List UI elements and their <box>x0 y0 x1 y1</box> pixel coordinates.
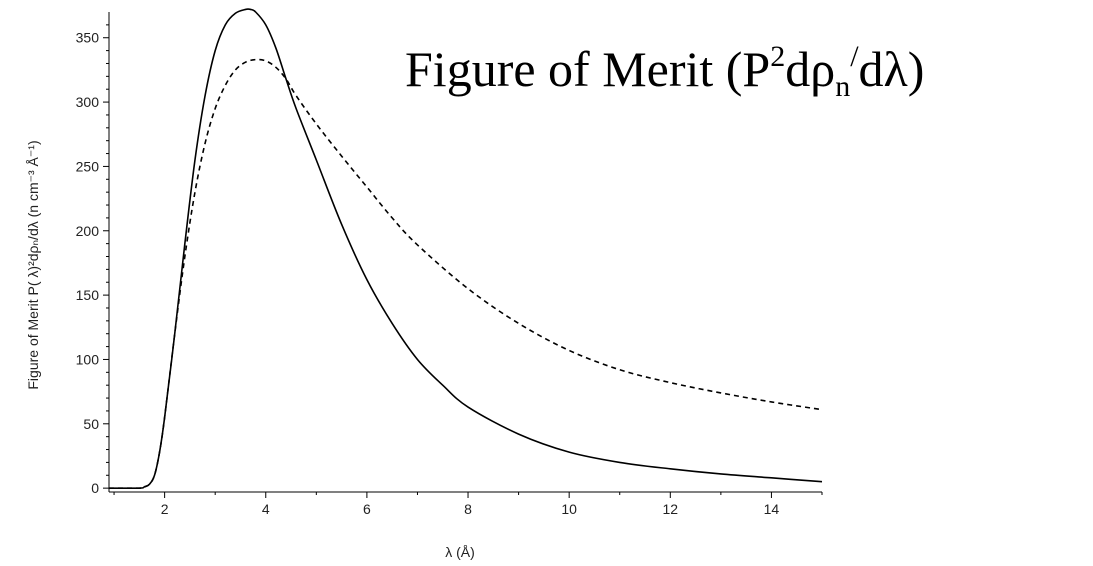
title-slash: / <box>850 40 859 73</box>
x-tick-label: 6 <box>363 501 371 517</box>
y-tick-label: 0 <box>91 480 99 496</box>
dashed-series-line <box>108 58 823 490</box>
y-axis-label: Figure of Merit P( λ)²dρₙ/dλ (n cm⁻³ Å⁻¹… <box>25 140 41 389</box>
y-tick-label: 150 <box>76 287 100 303</box>
axes: 2 4 6 8 10 12 14 0 50 100 150 200 250 300 350 <box>76 12 823 517</box>
x-tick-label: 2 <box>161 501 169 517</box>
title-superscript: 2 <box>770 40 786 73</box>
y-tick-label: 100 <box>76 351 100 367</box>
x-tick-label: 14 <box>764 501 780 517</box>
chart-title: Figure of Merit (P2dρn/dλ) <box>405 42 924 102</box>
plot-area <box>108 8 823 490</box>
x-axis-label: λ (Å) <box>445 544 475 560</box>
title-suffix: dλ) <box>858 41 925 97</box>
x-tick-label: 10 <box>561 501 577 517</box>
x-tick-label: 8 <box>464 501 472 517</box>
x-tick-label: 4 <box>262 501 270 517</box>
x-tick-label: 12 <box>663 501 679 517</box>
title-mid: dρ <box>785 41 836 97</box>
y-tick-label: 300 <box>76 94 100 110</box>
y-tick-label: 200 <box>76 223 100 239</box>
title-prefix: Figure of Merit (P <box>405 41 771 97</box>
y-tick-label: 50 <box>83 416 99 432</box>
title-subscript: n <box>835 70 851 103</box>
y-tick-label: 250 <box>76 158 100 174</box>
y-tick-label: 350 <box>76 30 100 46</box>
